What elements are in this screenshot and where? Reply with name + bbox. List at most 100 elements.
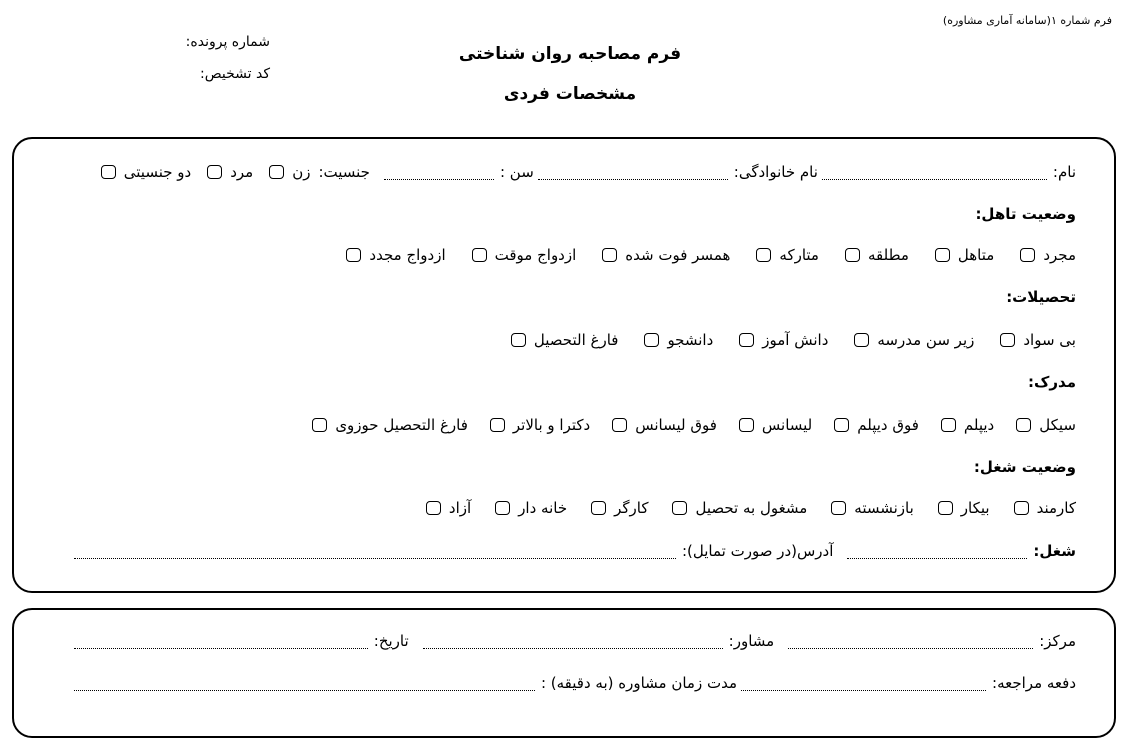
checkbox[interactable] (937, 501, 953, 515)
option[interactable]: ازدواج موقت (471, 246, 576, 264)
family-name-label: نام خانوادگی: (733, 163, 818, 181)
option-label: متاهل (957, 246, 995, 264)
checkbox[interactable] (100, 165, 116, 179)
center-field[interactable] (788, 634, 1034, 649)
option-label: فوق دیپلم (857, 416, 919, 434)
option[interactable]: کارگر (591, 499, 648, 517)
option[interactable]: دانش آموز (739, 331, 828, 349)
option-label: مجرد (1043, 246, 1076, 264)
option-label: کارگر (614, 499, 649, 517)
checkbox[interactable] (312, 418, 328, 432)
checkbox[interactable] (269, 165, 285, 179)
option[interactable]: بی سواد (1000, 331, 1076, 349)
name-row: نام: نام خانوادگی: سن : جنسیت: زن مرد دو ج… (70, 159, 1076, 185)
duration-field[interactable] (74, 676, 535, 691)
checkbox[interactable] (471, 248, 487, 262)
option[interactable]: خانه دار (495, 499, 567, 517)
option[interactable]: زیر سن مدرسه (854, 331, 974, 349)
option[interactable]: مشغول به تحصیل (672, 499, 807, 517)
option[interactable]: فارغ التحصیل (510, 331, 619, 349)
personal-info-section: نام: نام خانوادگی: سن : جنسیت: زن مرد دو ج… (12, 137, 1116, 593)
option[interactable]: لیسانس (738, 416, 813, 434)
address-field[interactable] (74, 544, 676, 559)
checkbox[interactable] (756, 248, 772, 262)
checkbox[interactable] (425, 501, 441, 515)
checkbox[interactable] (602, 248, 618, 262)
family-name-field[interactable] (537, 165, 728, 180)
option-label: لیسانس (761, 416, 813, 434)
checkbox[interactable] (1020, 248, 1036, 262)
option[interactable]: فوق دیپلم (834, 416, 919, 434)
checkbox[interactable] (831, 501, 847, 515)
option[interactable]: آزاد (425, 499, 472, 517)
checkbox[interactable] (591, 501, 607, 515)
age-field[interactable] (383, 165, 494, 180)
option[interactable]: همسر فوت شده (602, 246, 730, 264)
marital-options: مجرد متاهل مطلقه متارکه همسر فوت شده ازدواج م… (70, 242, 1076, 268)
option-label: بیکار (960, 499, 990, 517)
option[interactable]: ازدواج مجدد (346, 246, 446, 264)
option[interactable]: دیپلم (940, 416, 995, 434)
name-field[interactable] (821, 165, 1047, 180)
option[interactable]: دانشجو (644, 331, 713, 349)
session-row-1: مرکز: مشاور: تاریخ: (70, 628, 1076, 654)
option[interactable]: سیکل (1016, 416, 1076, 434)
option[interactable]: متارکه (756, 246, 819, 264)
option-label: دیپلم (963, 416, 995, 434)
checkbox[interactable] (1016, 418, 1032, 432)
counselor-field[interactable] (422, 634, 723, 649)
option-label: فارغ التحصیل حوزوی (335, 416, 468, 434)
checkbox[interactable] (854, 333, 870, 347)
option[interactable]: زن (269, 163, 310, 181)
option[interactable]: دو جنسیتی (100, 163, 191, 181)
checkbox[interactable] (612, 418, 628, 432)
checkbox[interactable] (739, 333, 755, 347)
option-label: سیکل (1039, 416, 1076, 434)
option-label: آزاد (448, 499, 472, 517)
checkbox[interactable] (738, 418, 754, 432)
option[interactable]: فارغ التحصیل حوزوی (312, 416, 468, 434)
age-label: سن : (499, 163, 534, 181)
checkbox[interactable] (672, 501, 688, 515)
checkbox[interactable] (1013, 501, 1029, 515)
option-label: همسر فوت شده (625, 246, 731, 264)
option[interactable]: دکترا و بالاتر (489, 416, 591, 434)
checkbox[interactable] (940, 418, 956, 432)
job-row: شغل: آدرس(در صورت تمایل): (70, 538, 1076, 564)
option[interactable]: بازنشسته (831, 499, 914, 517)
option[interactable]: مجرد (1020, 246, 1076, 264)
option[interactable]: مطلقه (844, 246, 909, 264)
checkbox[interactable] (489, 418, 505, 432)
checkbox[interactable] (207, 165, 223, 179)
option-label: دکترا و بالاتر (512, 416, 591, 434)
checkbox[interactable] (644, 333, 660, 347)
visit-number-field[interactable] (741, 676, 987, 691)
checkbox[interactable] (346, 248, 362, 262)
checkbox[interactable] (844, 248, 860, 262)
option[interactable]: کارمند (1013, 499, 1076, 517)
date-field[interactable] (74, 634, 368, 649)
education-label: تحصیلات: (1006, 288, 1076, 306)
checkbox[interactable] (510, 333, 526, 347)
marital-label: وضعیت تاهل: (975, 205, 1076, 223)
session-info-section: مرکز: مشاور: تاریخ: دفعه مراجعه: مدت زما… (12, 608, 1116, 738)
page-title: فرم مصاحبه روان شناختی (458, 44, 682, 64)
job-label: شغل: (1033, 542, 1076, 560)
name-label: نام: (1052, 163, 1076, 181)
option[interactable]: متاهل (934, 246, 995, 264)
checkbox[interactable] (495, 501, 511, 515)
option[interactable]: فوق لیسانس (612, 416, 717, 434)
education-options: بی سواد زیر سن مدرسه دانش آموز دانشجو فارغ ا… (70, 327, 1076, 353)
option[interactable]: بیکار (937, 499, 990, 517)
job-field[interactable] (847, 544, 1028, 559)
option[interactable]: مرد (207, 163, 253, 181)
option-label: متارکه (779, 246, 819, 264)
checkbox[interactable] (934, 248, 950, 262)
option-label: فارغ التحصیل (533, 331, 619, 349)
center-label: مرکز: (1039, 632, 1076, 650)
option-label: کارمند (1036, 499, 1076, 517)
visit-number-label: دفعه مراجعه: (992, 674, 1076, 692)
checkbox[interactable] (1000, 333, 1016, 347)
checkbox[interactable] (834, 418, 850, 432)
option-label: مرد (230, 163, 254, 181)
